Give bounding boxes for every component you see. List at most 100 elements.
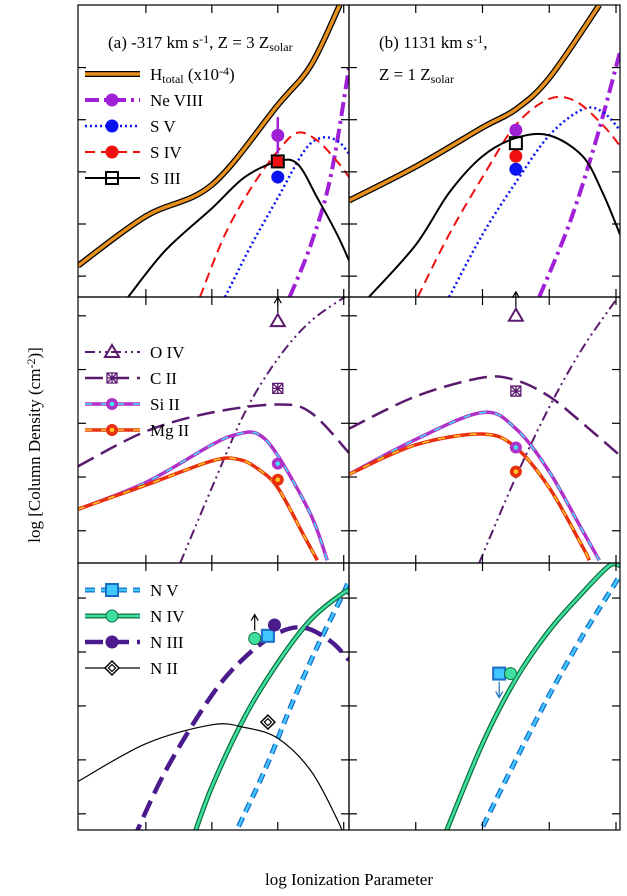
- x-axis-label: log Ionization Parameter: [265, 870, 433, 889]
- legend-label: Ne VIII: [150, 91, 203, 110]
- marker: [109, 427, 115, 433]
- legend-label: S V: [150, 117, 176, 136]
- line: [368, 132, 620, 297]
- line: [478, 297, 620, 563]
- text-part: ): [229, 65, 235, 84]
- plot-area: [78, 578, 349, 830]
- subscript: total: [162, 72, 184, 86]
- marker: [267, 618, 281, 632]
- marker: [269, 312, 287, 328]
- marker: [275, 477, 281, 483]
- y-axis-label: log [Column Density (cm-2)]: [24, 347, 44, 543]
- line-outline: [444, 563, 620, 830]
- observations: [492, 666, 518, 699]
- limit-arrow: [250, 613, 259, 631]
- legend-label: N III: [150, 633, 184, 652]
- observations: [270, 117, 285, 184]
- legend-label: S IV: [150, 143, 182, 162]
- superscript: -4: [219, 64, 229, 78]
- marker: [260, 628, 275, 643]
- text-part: Z = 1 Z: [379, 65, 431, 84]
- plot-area: [78, 5, 349, 297]
- line: [349, 432, 591, 562]
- text-part: (x10: [184, 65, 219, 84]
- line: [448, 106, 620, 297]
- line: [479, 572, 620, 830]
- marker: [105, 635, 119, 649]
- marker: [105, 609, 119, 623]
- panel-title: (b) 1131 km s-1,: [379, 32, 488, 52]
- marker-ring: [259, 714, 276, 731]
- marker: [513, 469, 519, 474]
- line: [416, 95, 620, 297]
- marker: [105, 171, 119, 185]
- line-inner: [78, 457, 319, 561]
- line: [135, 625, 349, 830]
- line: [537, 51, 620, 297]
- observations: [508, 123, 523, 176]
- line: [287, 67, 349, 297]
- line: [78, 5, 342, 268]
- line-inner: [349, 411, 600, 561]
- text-part: H: [150, 65, 162, 84]
- superscript: -1: [473, 32, 483, 46]
- text-part: (b) 1131 km s: [379, 33, 473, 52]
- marker: [109, 401, 115, 407]
- marker-ring: [103, 659, 121, 677]
- marker: [106, 372, 118, 384]
- legend-label: N II: [150, 659, 178, 678]
- marker: [504, 667, 518, 681]
- plot-area: [78, 297, 349, 563]
- line: [194, 589, 349, 830]
- plot-area: [349, 297, 620, 563]
- plot-area: [444, 563, 620, 830]
- line: [78, 403, 349, 468]
- marker: [509, 123, 523, 137]
- text-part: ,: [483, 33, 487, 52]
- marker: [271, 170, 285, 184]
- marker: [509, 149, 523, 163]
- panel-title: Z = 1 Zsolar: [379, 65, 454, 86]
- observations: [269, 295, 287, 486]
- line: [349, 5, 601, 203]
- legend-label: C II: [150, 369, 177, 388]
- marker: [507, 306, 525, 322]
- text-part: , Z = 3 Z: [209, 33, 269, 52]
- legend-label: Si II: [150, 395, 180, 414]
- text-part: log [Column Density (cm: [25, 369, 44, 543]
- text-part: )]: [25, 347, 44, 358]
- line: [349, 375, 620, 457]
- limit-arrow: [495, 681, 504, 699]
- marker: [263, 717, 273, 727]
- limit-arrow: [511, 290, 520, 308]
- superscript: -1: [199, 32, 209, 46]
- marker: [508, 136, 523, 151]
- legend-label: Htotal (x10-4): [150, 64, 235, 86]
- legend-label: O IV: [150, 343, 185, 362]
- marker: [105, 583, 119, 597]
- marker: [492, 666, 507, 681]
- legend-label: N V: [150, 581, 179, 600]
- marker: [107, 663, 117, 673]
- legend-label: N IV: [150, 607, 185, 626]
- marker: [103, 343, 121, 358]
- subscript: solar: [269, 40, 292, 54]
- marker: [509, 162, 523, 176]
- text-part: (a) -317 km s: [108, 33, 199, 52]
- marker: [270, 154, 285, 169]
- marker: [275, 461, 281, 466]
- marker: [271, 128, 285, 142]
- line: [78, 723, 343, 830]
- line: [199, 131, 349, 297]
- observations: [248, 613, 281, 731]
- marker: [105, 119, 119, 133]
- marker: [510, 385, 522, 397]
- marker: [105, 93, 119, 107]
- panel-title: (a) -317 km s-1, Z = 3 Zsolar: [108, 32, 293, 54]
- line: [445, 563, 620, 830]
- legend-label: S III: [150, 169, 181, 188]
- marker: [272, 382, 284, 395]
- marker: [513, 445, 519, 450]
- marker: [248, 632, 262, 646]
